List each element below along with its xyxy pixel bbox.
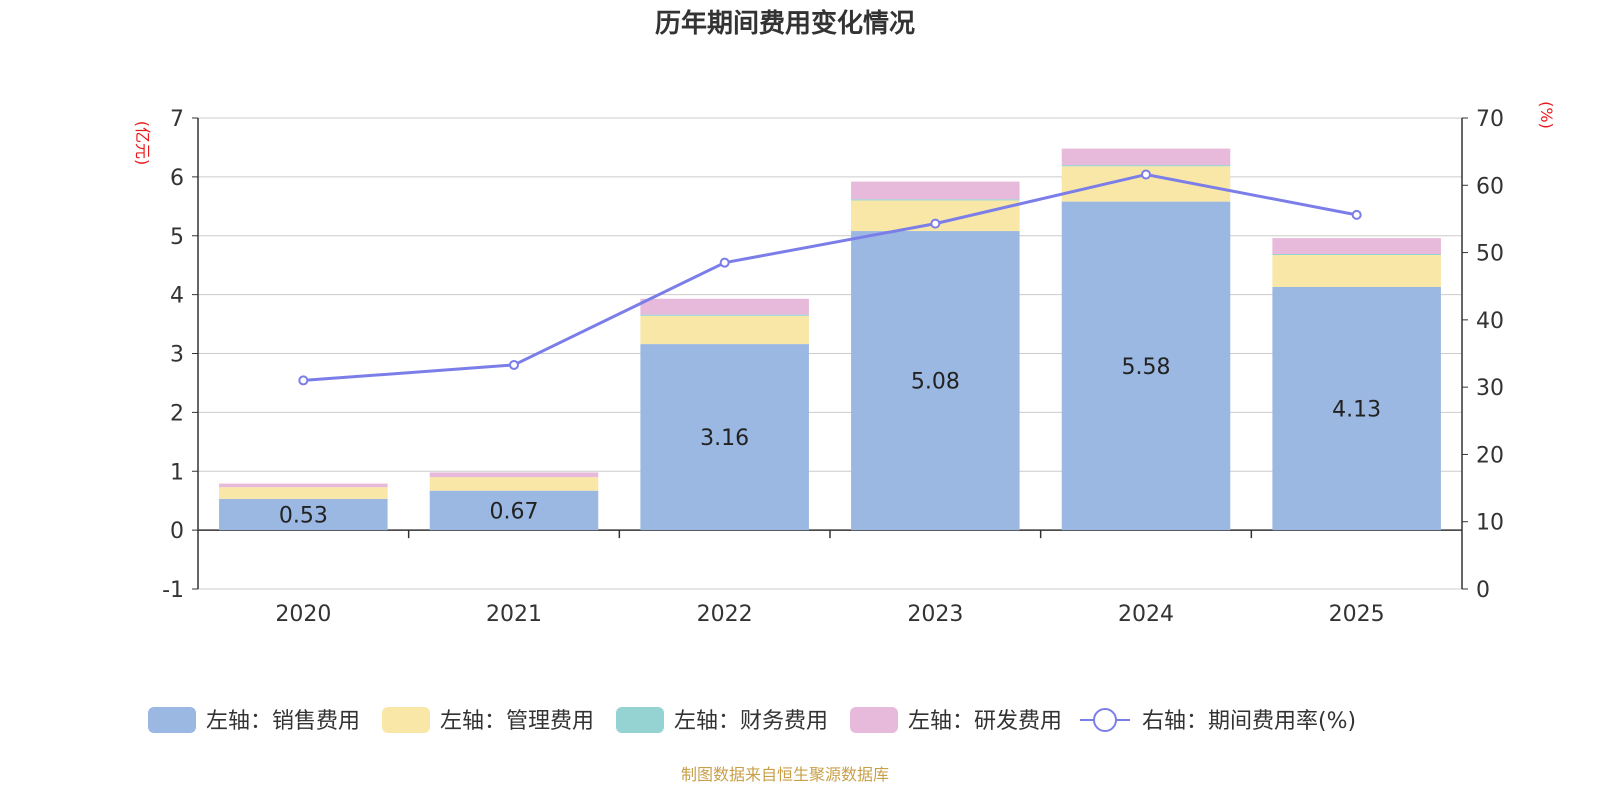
legend-label: 左轴：管理费用 [440,709,594,734]
x-tick-label: 2020 [275,602,331,627]
right-tick-label: 20 [1476,443,1504,468]
bar-2022-2 [640,314,809,316]
left-tick-label: 2 [170,401,184,426]
data-label: 5.58 [1122,355,1171,380]
bars: 0.53 0.67 3.16 5.08 5.58 4.13 [219,148,1441,531]
right-tick-label: 30 [1476,376,1504,401]
right-axis-unit: (%) [1537,101,1556,129]
chart-title: 历年期间费用变化情况 [655,8,915,39]
legend-swatch [148,707,196,733]
bar-2021-1 [429,477,599,491]
data-label: 4.13 [1332,398,1381,423]
bar-2025-2 [1272,254,1441,256]
right-tick-label: 0 [1476,578,1490,603]
right-tick-label: 60 [1476,174,1504,199]
bar-2025-3 [1272,238,1441,255]
left-tick-label: -1 [162,578,184,603]
legend-item[interactable]: 左轴：销售费用 [148,707,360,734]
rate-point [298,375,309,386]
rate-point [509,359,519,370]
bar-2023-0 [851,231,1020,531]
rate-point [930,218,941,229]
legend: 左轴：销售费用 左轴：管理费用 左轴：财务费用 左轴：研发费用 右轴：期间费用率(%) [148,707,1356,734]
left-tick-label: 5 [170,225,184,250]
bar-2020-0 [219,498,388,531]
bar-2025-0 [1272,286,1441,531]
left-tick-label: 3 [170,343,184,368]
bar-2020-3 [219,483,388,488]
rate-point [719,257,730,268]
x-tick-label: 2024 [1118,602,1174,627]
legend-item[interactable]: 左轴：管理费用 [382,707,594,734]
bar-2024-2 [1061,165,1231,167]
legend-label: 左轴：销售费用 [206,709,360,734]
bar-2025-1 [1272,254,1441,287]
legend-item[interactable]: 左轴：财务费用 [616,707,828,734]
legend-item[interactable]: 左轴：研发费用 [850,707,1062,734]
data-label: 5.08 [911,370,960,395]
data-label: 0.67 [490,499,539,524]
left-tick-label: 7 [170,107,184,132]
left-tick-label: 4 [170,284,184,309]
bar-2024-3 [1061,148,1231,166]
data-label: 0.53 [279,504,328,529]
rate-line [303,172,1357,382]
bar-2022-0 [640,344,809,531]
bar-2023-2 [851,199,1020,201]
bar-2023-3 [851,181,1020,200]
expense-rate-line [298,169,1362,386]
data-label: 3.16 [700,426,749,451]
bar-2021-3 [429,472,599,478]
x-tick-label: 2021 [486,602,542,627]
bar-2022-1 [640,315,809,345]
bar-2024-0 [1061,201,1231,531]
legend-label: 右轴：期间费用率(%) [1142,709,1356,734]
legend-swatch [850,707,898,733]
bar-2021-0 [429,490,599,531]
x-tick-label: 2025 [1329,602,1385,627]
right-tick-label: 50 [1476,242,1504,267]
source-note: 制图数据来自恒生聚源数据库 [681,765,889,784]
right-tick-label: 10 [1476,511,1504,536]
legend-label: 左轴：财务费用 [674,709,828,734]
left-tick-label: 6 [170,166,184,191]
left-tick-label: 1 [170,460,184,485]
legend-circle-swatch [1093,708,1117,732]
bar-2020-1 [219,487,388,499]
right-tick-label: 70 [1476,107,1504,132]
right-tick-label: 40 [1476,309,1504,334]
rate-point [1141,169,1151,180]
legend-swatch [382,707,430,733]
legend-label: 左轴：研发费用 [908,709,1062,734]
left-axis-unit: (亿元) [133,121,152,166]
x-tick-label: 2022 [697,602,753,627]
legend-item[interactable]: 右轴：期间费用率(%) [1080,708,1356,734]
left-tick-label: 0 [170,519,184,544]
rate-point [1351,209,1362,220]
bar-2022-3 [640,298,809,315]
legend-swatch [616,707,664,733]
x-tick-label: 2023 [907,602,963,627]
